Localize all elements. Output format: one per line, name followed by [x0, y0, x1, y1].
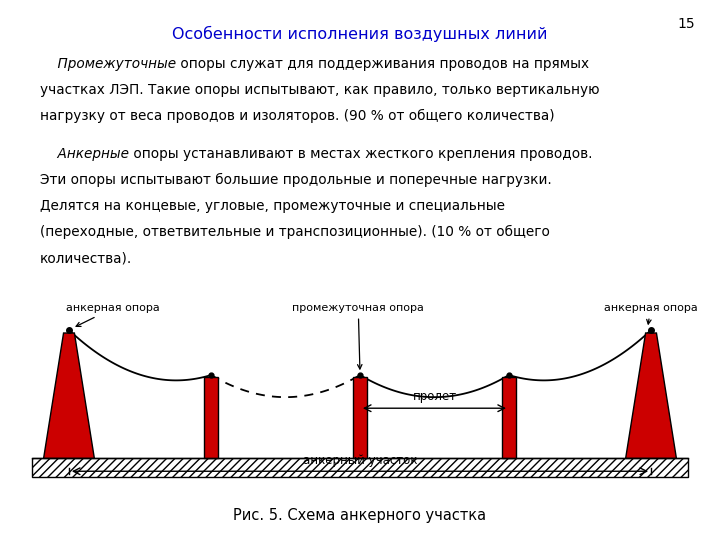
Text: Рис. 5. Схема анкерного участка: Рис. 5. Схема анкерного участка [233, 508, 487, 523]
Text: Анкерные: Анкерные [40, 147, 129, 161]
Text: пролет: пролет [413, 390, 456, 403]
Text: Эти опоры испытывают большие продольные и поперечные нагрузки.: Эти опоры испытывают большие продольные … [40, 173, 552, 187]
Text: участках ЛЭП. Такие опоры испытывают, как правило, только вертикальную: участках ЛЭП. Такие опоры испытывают, ка… [40, 83, 599, 97]
Text: (переходные, ответвительные и транспозиционные). (10 % от общего: (переходные, ответвительные и транспозиц… [40, 225, 549, 239]
Text: анкерная опора: анкерная опора [66, 303, 159, 326]
Text: анкерная опора: анкерная опора [603, 303, 698, 324]
Text: 15: 15 [678, 17, 695, 31]
Text: нагрузку от веса проводов и изоляторов. (90 % от общего количества): нагрузку от веса проводов и изоляторов. … [40, 109, 554, 123]
Text: промежуточная опора: промежуточная опора [292, 303, 424, 369]
Bar [354, 377, 366, 458]
Text: опоры устанавливают в местах жесткого крепления проводов.: опоры устанавливают в местах жесткого кр… [129, 147, 592, 161]
Text: опоры служат для поддерживания проводов на прямых: опоры служат для поддерживания проводов … [176, 57, 589, 71]
Text: анкерный участок: анкерный участок [302, 454, 418, 467]
Text: Промежуточные: Промежуточные [40, 57, 176, 71]
Polygon shape [626, 333, 676, 458]
Text: количества).: количества). [40, 251, 132, 265]
Polygon shape [44, 333, 94, 458]
Bar [204, 377, 218, 458]
Text: Особенности исполнения воздушных линий: Особенности исполнения воздушных линий [172, 26, 548, 42]
Text: Делятся на концевые, угловые, промежуточные и специальные: Делятся на концевые, угловые, промежуточ… [40, 199, 505, 213]
Bar [32, 458, 688, 477]
Bar [502, 377, 516, 458]
